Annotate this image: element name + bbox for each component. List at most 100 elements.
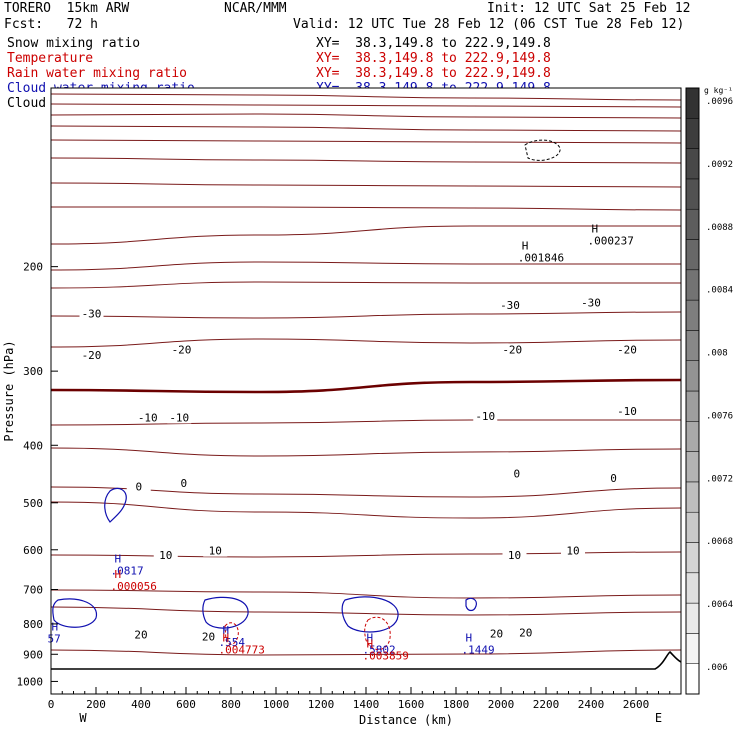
- temperature-label: 10: [159, 549, 172, 562]
- isotherm-line: [50, 93, 682, 101]
- temperature-label: -30: [500, 299, 520, 312]
- colorbar-units: g kg⁻¹: [704, 86, 733, 95]
- isotherm-line: [50, 182, 682, 188]
- rain-water-contour: [364, 616, 391, 650]
- max-value-label: .000056: [111, 580, 157, 593]
- temperature-label: -20: [502, 344, 522, 357]
- x-tick-label: 0: [48, 698, 55, 711]
- temperature-label: -20: [172, 344, 192, 357]
- valid-time: Valid: 12 UTC Tue 28 Feb 12 (06 CST Tue …: [293, 17, 685, 32]
- x-tick-label: 2200: [533, 698, 560, 711]
- y-tick-label: 400: [23, 439, 43, 452]
- max-marker-h: H: [223, 632, 230, 645]
- temperature-label: -20: [82, 349, 102, 362]
- init-time: Init: 12 UTC Sat 25 Feb 12: [487, 1, 691, 16]
- y-tick-label: 200: [23, 261, 43, 274]
- isotherm-line: [50, 103, 682, 108]
- colorbar-swatch: [685, 390, 700, 422]
- colorbar-swatch: [685, 330, 700, 361]
- x-tick-label: 2400: [578, 698, 605, 711]
- label-mask: [561, 544, 585, 557]
- colorbar-swatch: [685, 633, 700, 664]
- max-value-label: .003859: [363, 649, 409, 662]
- isotherm-line: [50, 419, 681, 426]
- field-name: Rain water mixing ratio: [7, 66, 188, 81]
- x-axis-title: Distance (km): [359, 713, 453, 727]
- isotherm-line: [50, 281, 681, 289]
- x-tick-label: 2000: [488, 698, 515, 711]
- colorbar-swatch: [685, 421, 700, 452]
- colorbar-tick-label: .0068: [706, 537, 733, 547]
- label-mask: [79, 307, 104, 320]
- temperature-label: 20: [519, 626, 532, 639]
- label-mask: [196, 630, 221, 643]
- colorbar-tick-label: .0064: [706, 600, 733, 610]
- axes: 0 200 400 600 800 1000 1200 1400 1600 1800 2000 220…: [2, 87, 682, 727]
- temperature-label: -10: [617, 405, 637, 418]
- y-tick-label: 300: [23, 365, 43, 378]
- max-marker-h: H: [223, 624, 230, 637]
- isotherm-line: [50, 157, 682, 164]
- colorbar-swatch: [685, 481, 700, 513]
- temperature-label: 10: [508, 549, 521, 562]
- colorbar-frame: [685, 87, 700, 695]
- colorbar-tick-label: .006: [706, 663, 728, 673]
- x-tick-label: 400: [131, 698, 151, 711]
- max-value-label: .5802: [363, 644, 396, 657]
- label-mask: [615, 404, 639, 417]
- temperature-label: -10: [169, 411, 189, 424]
- cloud-water-contour: [341, 596, 399, 633]
- colorbar-tick-label: .0092: [706, 160, 733, 170]
- label-mask: [473, 409, 498, 422]
- temperature-label: 0: [180, 477, 187, 490]
- label-mask: [129, 628, 153, 641]
- max-marker-h: H: [115, 552, 122, 565]
- x-tick-label: 200: [86, 698, 106, 711]
- temperature-label: -10: [138, 411, 158, 424]
- isotherm-line: [50, 649, 682, 656]
- isotherm-line: [50, 606, 682, 616]
- plot-area: -30 -30 -30 -20 -20 -20 -20 -10 -10 -10 -10 0 0 0 0 10 1…: [48, 88, 682, 694]
- isotherm-line: [50, 447, 682, 457]
- label-mask: [167, 411, 192, 424]
- temperature-label: 20: [490, 628, 503, 641]
- colorbar-tick-label: .0084: [706, 286, 733, 296]
- x-tick-label: 1200: [308, 698, 335, 711]
- colorbar-swatch: [685, 178, 700, 210]
- label-mask: [484, 627, 509, 640]
- colorbar-tick-label: .0076: [706, 411, 733, 421]
- max-value-label: .554: [219, 636, 246, 649]
- snow-contour: [524, 139, 561, 161]
- forecast-hour: Fcst: 72 h: [4, 17, 98, 32]
- cloud-water-contour: [465, 597, 477, 612]
- x-tick-label: 1000: [263, 698, 290, 711]
- max-marker-h: H: [466, 632, 473, 645]
- max-marker-h: H: [52, 621, 59, 634]
- field-cross-section-endpoints: XY= 38.3,149.8 to 222.9,149.8: [316, 66, 551, 81]
- label-mask: [513, 626, 538, 639]
- x-tick-label: 800: [221, 698, 241, 711]
- colorbar-tick-label: .0072: [706, 474, 733, 484]
- isotherm-line: [50, 486, 682, 498]
- label-mask: [79, 349, 104, 362]
- max-value-label: .001846: [518, 251, 564, 264]
- colorbar-swatch: [685, 239, 700, 271]
- colorbar-tick-label: .0088: [706, 223, 733, 233]
- label-mask: [615, 343, 639, 356]
- label-mask: [153, 548, 178, 561]
- x-tick-label: 1400: [353, 698, 380, 711]
- label-mask: [498, 298, 522, 311]
- label-mask: [502, 548, 527, 561]
- field-name: Snow mixing ratio: [7, 36, 141, 51]
- x-tick-label: 1600: [398, 698, 425, 711]
- center-name: NCAR/MMM: [224, 1, 287, 16]
- label-mask: [500, 343, 525, 356]
- max-value-label: .0817: [111, 564, 144, 577]
- temperature-label: 0: [135, 480, 142, 493]
- colorbar-swatch: [685, 451, 700, 483]
- temperature-label: 20: [202, 630, 215, 643]
- cloud-water-contour: [52, 598, 98, 628]
- cloud-water-contour: [202, 596, 249, 629]
- colorbar-swatch: [685, 602, 700, 634]
